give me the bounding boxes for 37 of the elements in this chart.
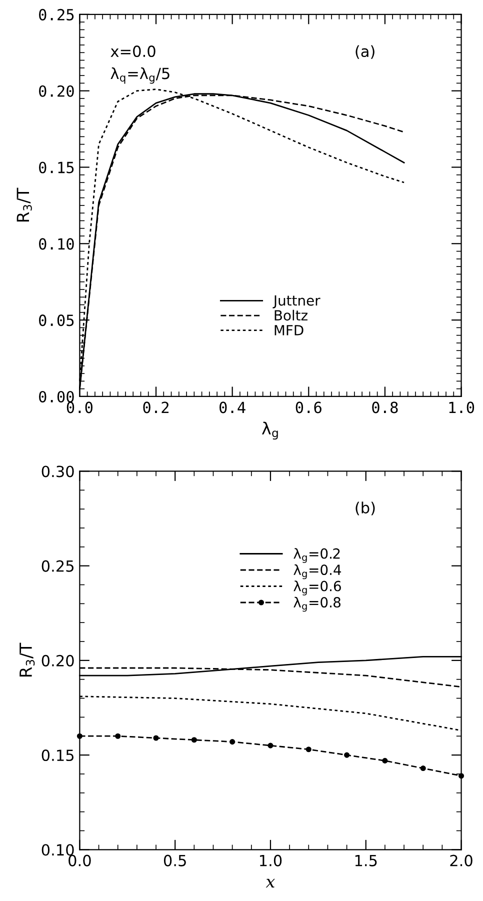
annotation: x=0.0 [110, 45, 156, 58]
y-tick-label: 0.05 [39, 314, 74, 326]
y-tick-label: 0.00 [39, 390, 74, 402]
y-tick-label: 0.25 [39, 8, 74, 20]
x-tick-label: 0.0 [66, 402, 92, 414]
y-tick-label: 0.25 [42, 560, 74, 572]
legend-label: Juttner [272, 295, 320, 308]
legend-label: λ$_{g}$=0.6 [294, 580, 341, 596]
legend-label: Boltz [274, 310, 308, 321]
y-tick-label: 0.10 [39, 238, 74, 250]
legend-label: λ$_{g}$=0.8 [294, 596, 340, 612]
y-tick-label: 0.10 [42, 844, 74, 856]
annotation: (b) [356, 502, 375, 516]
y-tick-label: 0.20 [42, 654, 74, 666]
y-tick-label: 0.20 [39, 85, 74, 97]
y-tick-label: 0.15 [42, 750, 74, 762]
annotation: λ$_{q}$=λ$_{g}$/5 [110, 67, 170, 84]
annotation: (a) [356, 45, 374, 59]
x-tick-label: 1.0 [449, 402, 474, 414]
x-tick-label: 0.2 [143, 402, 169, 414]
y-axis-title: R$_{3}$/T [20, 642, 35, 677]
y-tick-label: 0.15 [39, 162, 74, 174]
x-tick-label: 0.4 [220, 402, 246, 414]
x-tick-label: 1.0 [260, 854, 282, 866]
x-tick-label: 0.6 [296, 402, 322, 414]
x-axis-title: λ$_{g}$ [262, 422, 278, 440]
legend-label: λ$_{g}$=0.2 [294, 548, 340, 563]
x-tick-label: 0.0 [68, 854, 91, 866]
x-tick-label: 1.5 [355, 854, 377, 866]
y-tick-label: 0.30 [42, 466, 74, 478]
x-tick-label: 0.5 [164, 854, 186, 866]
x-tick-label: 2.0 [450, 854, 472, 866]
legend-label: MFD [274, 325, 304, 336]
legend-label: λ$_{g}$=0.4 [294, 564, 342, 580]
x-tick-label: 0.8 [372, 402, 398, 414]
x-axis-title: x [266, 878, 275, 888]
y-axis-title: R$_{3}$/T [16, 188, 32, 222]
